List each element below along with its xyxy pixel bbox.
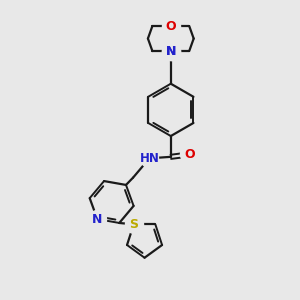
Text: N: N xyxy=(166,44,176,58)
Text: N: N xyxy=(92,213,103,226)
Text: O: O xyxy=(166,20,176,33)
Text: HN: HN xyxy=(140,152,159,165)
Text: O: O xyxy=(184,148,194,161)
Text: S: S xyxy=(129,218,138,231)
Text: N: N xyxy=(166,44,176,58)
